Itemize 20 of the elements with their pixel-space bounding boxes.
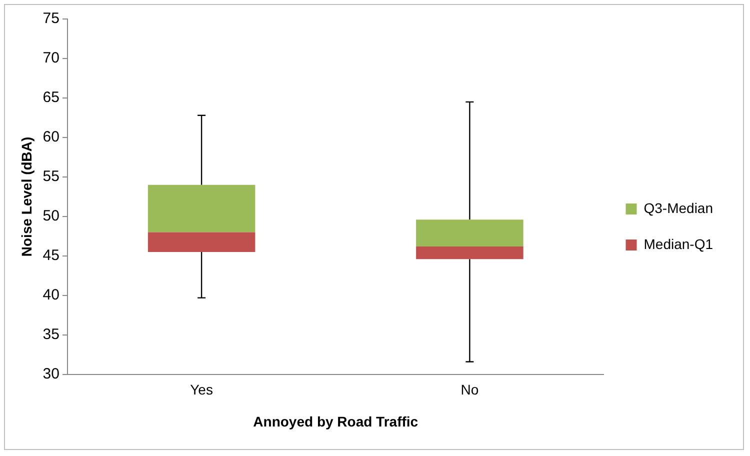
x-tick-label: Yes — [190, 382, 213, 398]
legend-label: Q3-Median — [644, 200, 714, 216]
y-tick-label: 30 — [42, 366, 60, 383]
bar — [416, 220, 524, 246]
y-tick-label: 40 — [42, 286, 60, 304]
y-tick-label: 55 — [42, 168, 60, 186]
y-axis-title: Noise Level (dBA) — [18, 136, 34, 257]
x-tick-label: No — [460, 382, 479, 398]
y-tick-label: 60 — [42, 128, 60, 146]
y-tick-label: 70 — [42, 50, 60, 67]
bar — [148, 232, 256, 252]
y-tick-label: 35 — [42, 326, 60, 344]
y-tick-label: 65 — [42, 89, 60, 106]
x-axis-title: Annoyed by Road Traffic — [253, 413, 418, 430]
y-tick-label: 50 — [42, 208, 60, 225]
legend-label: Median-Q1 — [644, 236, 714, 252]
bar — [416, 246, 524, 260]
y-tick-label: 75 — [42, 10, 60, 28]
y-tick-label: 45 — [42, 247, 60, 264]
bar — [148, 184, 256, 232]
